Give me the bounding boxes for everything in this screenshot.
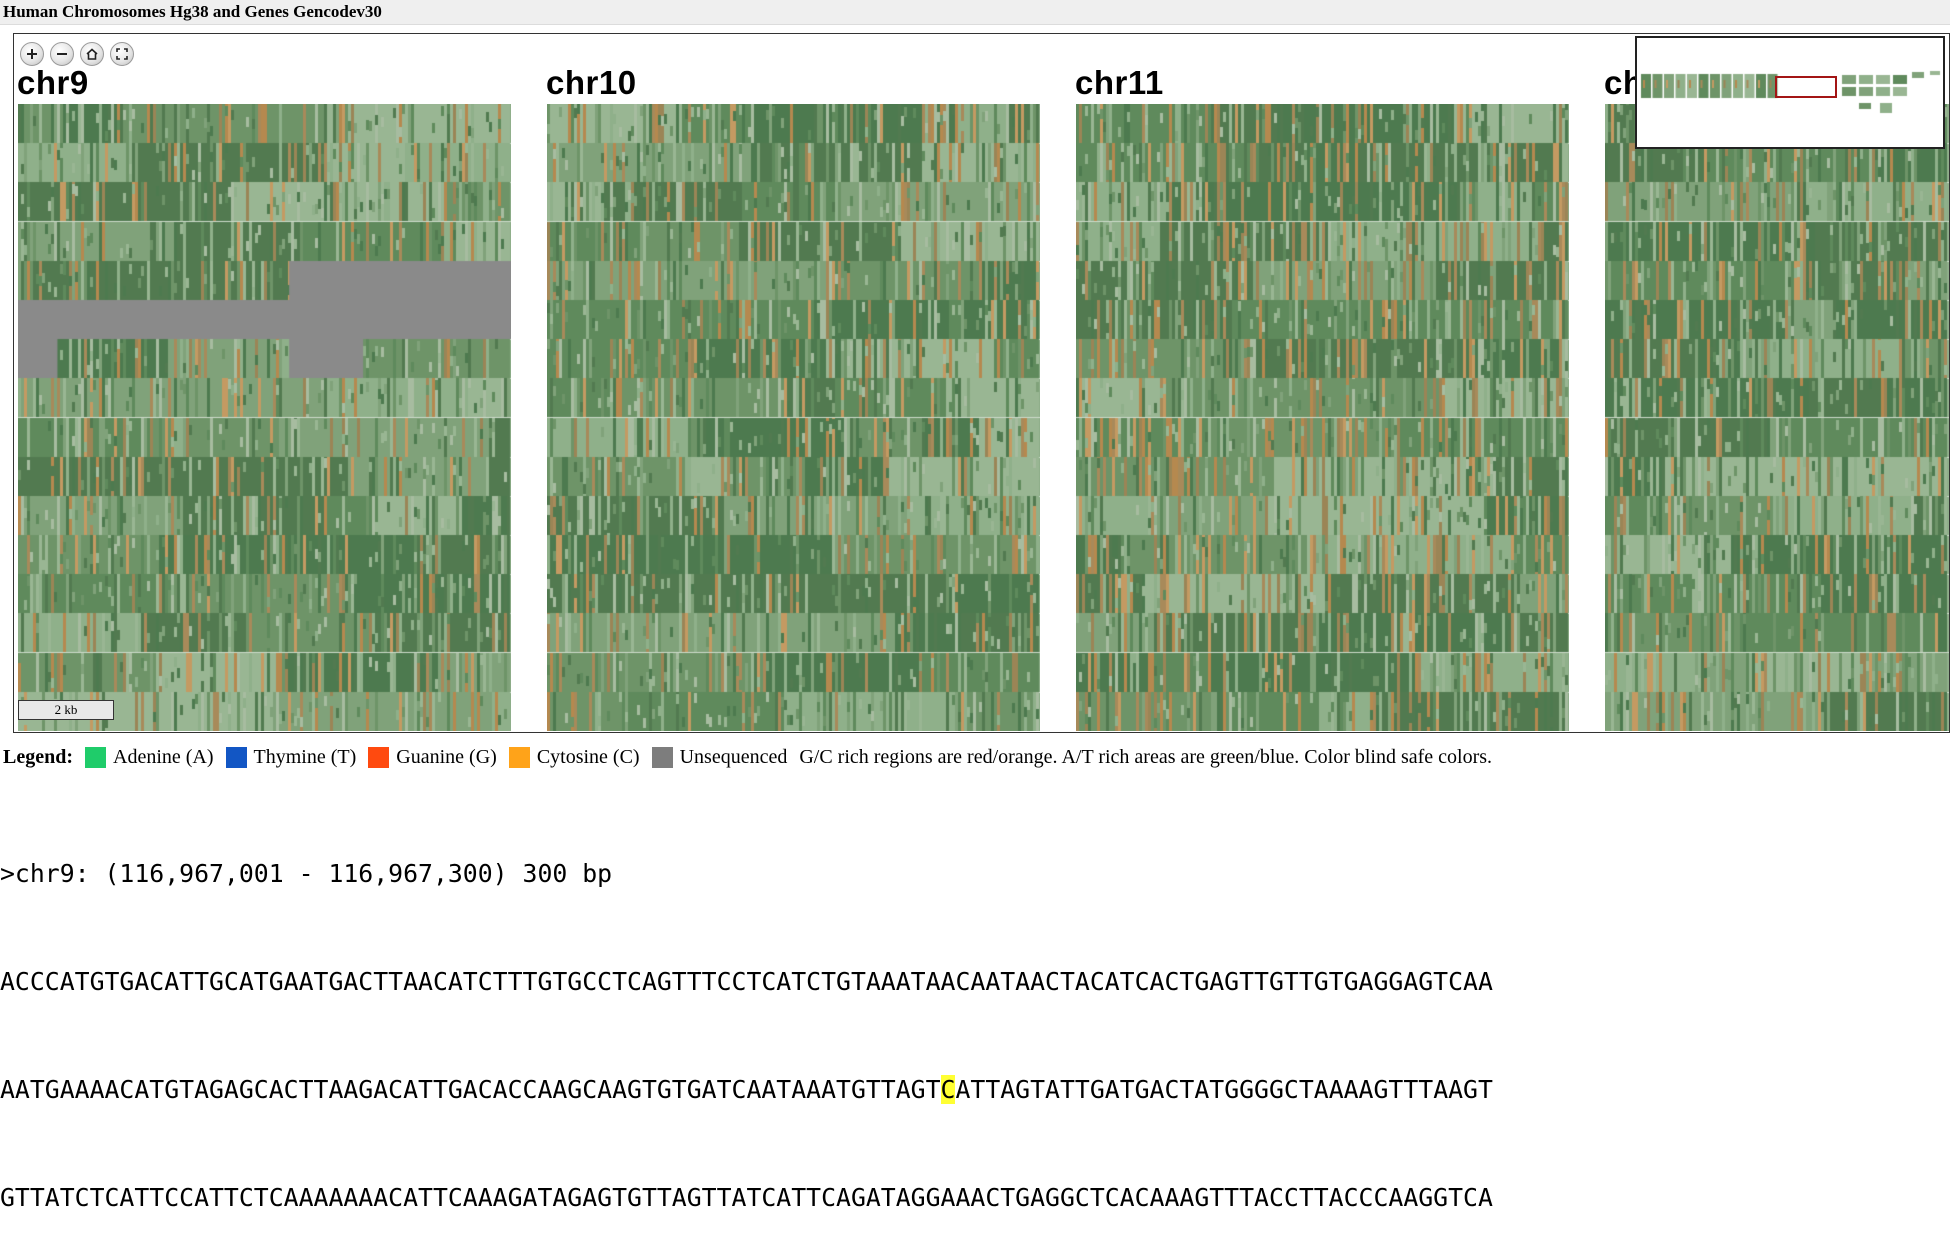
chromosome-label-chr11: chr11 [1075,64,1164,101]
guanine-swatch [368,747,390,768]
plus-icon [27,49,37,59]
unsequenced-swatch [651,747,673,768]
legend-item-unsequenced: Unsequenced [651,746,788,769]
scale-bar: 2 kb [18,700,114,720]
legend-label-guanine: Guanine (G) [396,746,497,768]
home-icon [86,48,98,60]
legend-label-adenine: Adenine (A) [113,746,214,768]
fullscreen-icon [116,48,128,60]
zoom-in-button[interactable] [20,42,44,66]
cytosine-swatch [508,747,530,768]
adenine-swatch [85,747,106,768]
fullscreen-button[interactable] [110,42,134,66]
legend-item-guanine: Guanine (G) [368,746,497,769]
app-title: Human Chromosomes Hg38 and Genes Gencode… [3,2,382,21]
chromosome-panel-chr12[interactable] [1605,104,1949,731]
home-button[interactable] [80,42,104,66]
legend-note: G/C rich regions are red/orange. A/T ric… [799,746,1493,768]
zoom-out-button[interactable] [50,42,74,66]
thymine-swatch [225,747,247,768]
legend-item-cytosine: Cytosine (C) [508,746,640,769]
legend-title: Legend: [3,746,73,768]
sequence-panel[interactable]: >chr9: (116,967,001 - 116,967,300) 300 b… [0,784,1493,1252]
legend-label-thymine: Thymine (T) [253,746,357,768]
minimap-viewport-box[interactable] [1775,76,1837,98]
sequence-line: AATGAAAACATGTAGAGCACTTAAGACATTGACACCAAGC… [0,1072,1493,1108]
sequence-line: ACCCATGTGACATTGCATGAATGACTTAACATCTTTGTGC… [0,967,1493,996]
chromosome-panel-chr9[interactable] [18,104,511,731]
sequence-segment: ATTAGTATTGATGACTATGGGGCTAAAAGTTTAAGT [955,1075,1493,1104]
legend-item-adenine: Adenine (A) [85,746,214,769]
overview-minimap[interactable] [1635,36,1945,149]
legend-label-unsequenced: Unsequenced [679,746,788,768]
title-bar: Human Chromosomes Hg38 and Genes Gencode… [0,0,1950,25]
minus-icon [57,53,67,55]
legend-item-thymine: Thymine (T) [225,746,357,769]
sequence-segment: AATGAAAACATGTAGAGCACTTAAGACATTGACACCAAGC… [0,1075,941,1104]
sequence-line: GTTATCTCATTCCATTCTCAAAAAAACATTCAAAGATAGA… [0,1183,1493,1212]
chromosome-label-chr9: chr9 [17,64,89,101]
highlighted-base[interactable]: C [940,1075,956,1104]
chromosome-panel-chr10[interactable] [547,104,1040,731]
legend: Legend: Adenine (A) Thymine (T) Guanine … [3,746,1492,769]
chromosome-panel-chr11[interactable] [1076,104,1569,731]
legend-label-cytosine: Cytosine (C) [536,746,640,768]
sequence-header: >chr9: (116,967,001 - 116,967,300) 300 b… [0,859,613,888]
chromosome-viewer[interactable]: chr9 chr10 chr11 chr12 2 kb [13,33,1950,733]
chromosome-label-chr10: chr10 [546,64,637,101]
